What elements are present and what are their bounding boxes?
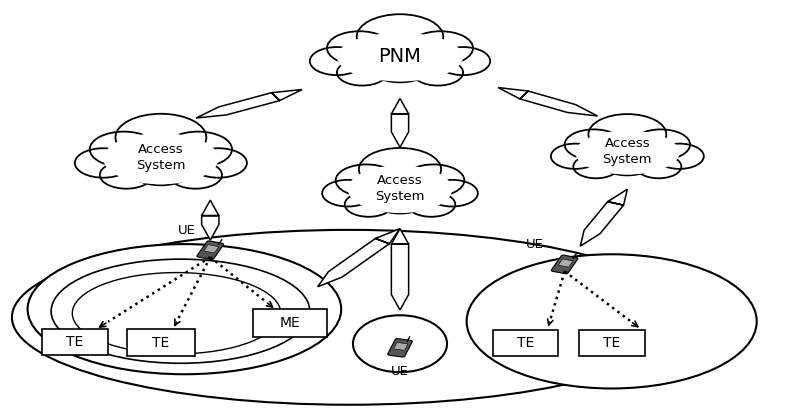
Circle shape <box>589 114 666 154</box>
FancyBboxPatch shape <box>578 330 645 356</box>
FancyBboxPatch shape <box>127 329 194 356</box>
Circle shape <box>190 148 247 178</box>
FancyBboxPatch shape <box>558 259 573 267</box>
Circle shape <box>551 144 599 169</box>
Polygon shape <box>196 90 302 118</box>
Polygon shape <box>391 98 409 147</box>
Circle shape <box>426 180 478 207</box>
Ellipse shape <box>103 133 218 184</box>
Polygon shape <box>498 88 598 116</box>
Circle shape <box>408 31 473 65</box>
Text: TE: TE <box>517 335 534 349</box>
Text: PNM: PNM <box>378 47 422 66</box>
Ellipse shape <box>12 230 686 405</box>
Text: TE: TE <box>152 335 170 349</box>
Ellipse shape <box>353 315 447 372</box>
FancyBboxPatch shape <box>42 329 107 355</box>
Text: TE: TE <box>66 335 83 349</box>
FancyBboxPatch shape <box>204 245 218 253</box>
Circle shape <box>337 59 387 85</box>
Circle shape <box>370 183 430 214</box>
FancyBboxPatch shape <box>394 342 408 350</box>
Text: Access
System: Access System <box>136 143 186 172</box>
Polygon shape <box>202 200 219 240</box>
Circle shape <box>413 59 463 85</box>
Ellipse shape <box>337 33 463 81</box>
Ellipse shape <box>348 165 452 213</box>
Circle shape <box>369 50 431 82</box>
FancyBboxPatch shape <box>493 330 558 356</box>
Circle shape <box>402 164 464 196</box>
Circle shape <box>436 47 490 75</box>
Circle shape <box>322 180 374 207</box>
Circle shape <box>310 47 364 75</box>
Text: TE: TE <box>603 335 620 349</box>
Polygon shape <box>391 229 409 310</box>
Text: ME: ME <box>280 316 301 330</box>
Circle shape <box>632 129 690 160</box>
Text: Access
System: Access System <box>375 174 425 203</box>
FancyBboxPatch shape <box>254 309 327 337</box>
Text: UE: UE <box>178 224 196 237</box>
FancyBboxPatch shape <box>551 255 578 274</box>
Circle shape <box>636 155 682 178</box>
Circle shape <box>574 155 618 178</box>
Circle shape <box>357 14 443 59</box>
Ellipse shape <box>575 131 679 175</box>
Circle shape <box>345 192 393 217</box>
Ellipse shape <box>466 254 757 388</box>
Ellipse shape <box>27 244 342 374</box>
Circle shape <box>327 31 392 65</box>
Circle shape <box>75 148 132 178</box>
Ellipse shape <box>72 273 281 354</box>
Circle shape <box>336 164 398 196</box>
Text: UE: UE <box>391 365 409 378</box>
Circle shape <box>359 148 441 190</box>
Circle shape <box>115 114 206 161</box>
Polygon shape <box>580 189 627 246</box>
Polygon shape <box>318 229 400 287</box>
Circle shape <box>169 161 222 189</box>
Circle shape <box>164 132 232 167</box>
Circle shape <box>128 151 194 185</box>
Circle shape <box>100 161 153 189</box>
Text: Access
System: Access System <box>602 137 652 166</box>
FancyBboxPatch shape <box>197 241 224 259</box>
Circle shape <box>599 146 656 176</box>
Circle shape <box>407 192 455 217</box>
Circle shape <box>655 144 704 169</box>
Text: UE: UE <box>526 238 544 251</box>
Ellipse shape <box>51 259 310 363</box>
FancyBboxPatch shape <box>388 339 412 357</box>
Circle shape <box>90 132 158 167</box>
Circle shape <box>565 129 623 160</box>
